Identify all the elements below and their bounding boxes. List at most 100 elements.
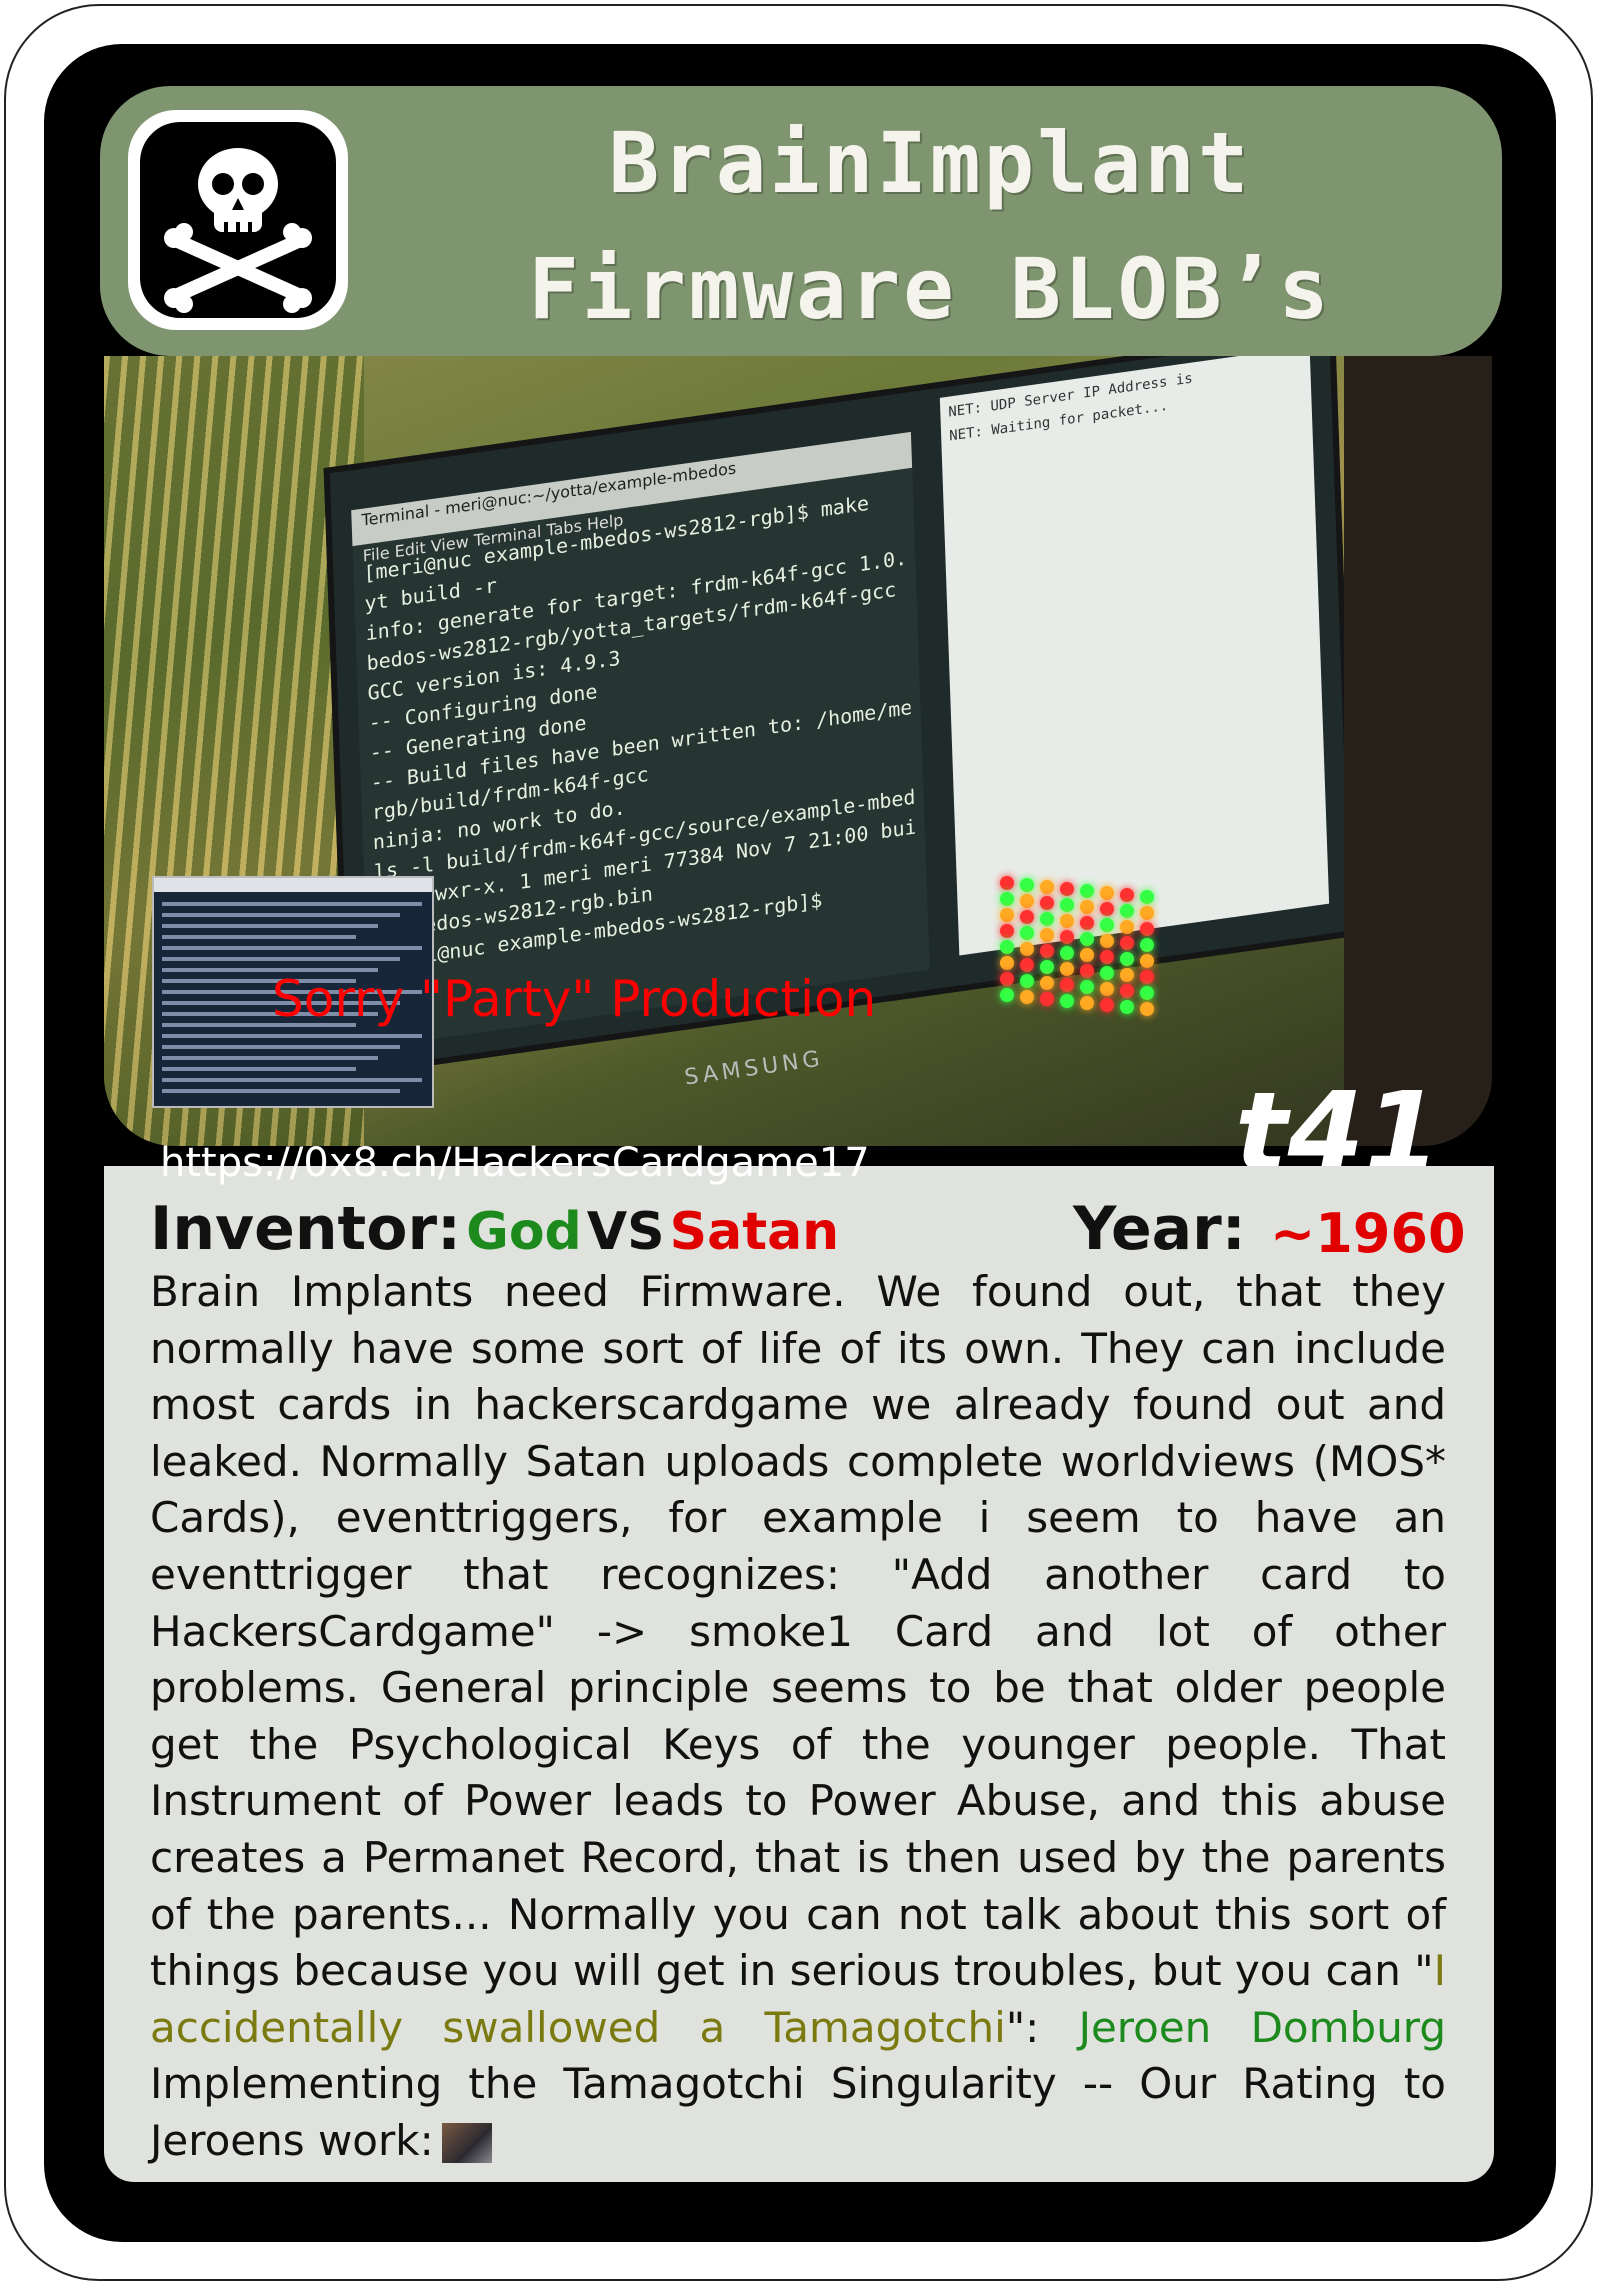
led-light — [1060, 882, 1074, 896]
led-light — [1080, 884, 1094, 898]
led-light — [1080, 900, 1094, 914]
jeroen-link[interactable]: Jeroen Domburg — [1078, 2002, 1446, 2052]
mini-text-line — [162, 913, 400, 917]
mini-text-line — [162, 946, 422, 950]
mini-text-line — [162, 924, 378, 928]
side-window: NET: UDP Server IP Address is NET: Waiti… — [939, 356, 1330, 956]
led-matrix — [980, 876, 1210, 1016]
led-light — [1100, 982, 1114, 996]
led-light — [1080, 932, 1094, 946]
led-light — [1060, 978, 1074, 992]
mini-text-line — [162, 990, 422, 994]
led-light — [1140, 986, 1154, 1000]
led-light — [1040, 960, 1054, 974]
led-light — [1120, 1000, 1134, 1014]
led-light — [1040, 928, 1054, 942]
led-light — [1140, 906, 1154, 920]
inventor-satan: Satan — [669, 1202, 840, 1262]
title-line-1: BrainImplant — [608, 114, 1252, 212]
rating-thumbnail-image[interactable] — [441, 2123, 492, 2164]
led-light — [1020, 958, 1034, 972]
led-light — [1120, 888, 1134, 902]
led-light — [1060, 962, 1074, 976]
mini-text-line — [162, 935, 356, 939]
mini-text-line — [162, 968, 378, 972]
led-light — [1100, 886, 1114, 900]
led-light — [1020, 926, 1034, 940]
mini-text-line — [162, 1067, 356, 1071]
led-light — [1020, 990, 1034, 1004]
led-light — [1140, 938, 1154, 952]
inventor-label: Inventor: — [150, 1194, 462, 1264]
year-label: Year: — [1073, 1194, 1246, 1264]
mini-text-line — [162, 1078, 422, 1082]
led-light — [1020, 942, 1034, 956]
year-value: ~1960 — [1270, 1202, 1466, 1265]
led-light — [1000, 940, 1014, 954]
title-line-2: Firmware BLOB’s — [528, 240, 1332, 338]
mini-text-line — [162, 1056, 378, 1060]
equipment-rack — [1344, 356, 1492, 1146]
led-light — [1000, 956, 1014, 970]
body-panel — [104, 1166, 1494, 2182]
led-light — [1100, 934, 1114, 948]
led-light — [1120, 936, 1134, 950]
led-light — [1100, 918, 1114, 932]
led-light — [1040, 880, 1054, 894]
led-light — [1000, 924, 1014, 938]
led-light — [1020, 910, 1034, 924]
led-light — [1080, 964, 1094, 978]
led-light — [1140, 922, 1154, 936]
led-light — [1140, 954, 1154, 968]
skull-crossbones-icon — [140, 122, 336, 318]
led-light — [1040, 944, 1054, 958]
led-light — [1080, 980, 1094, 994]
led-light — [1080, 996, 1094, 1010]
mini-text-line — [162, 902, 422, 906]
mini-text-line — [162, 957, 400, 961]
led-light — [1000, 972, 1014, 986]
led-light — [1020, 974, 1034, 988]
led-light — [1060, 994, 1074, 1008]
led-light — [1120, 968, 1134, 982]
led-light — [1140, 970, 1154, 984]
mini-text-line — [162, 1012, 378, 1016]
led-light — [1040, 896, 1054, 910]
led-light — [1060, 914, 1074, 928]
led-light — [1100, 966, 1114, 980]
description-text-1: Brain Implants need Firmware. We found o… — [150, 1267, 1446, 1996]
card-url-link[interactable]: https://0x8.ch/HackersCardgame17 — [160, 1140, 870, 1186]
info-row: Inventor: God VS Satan Year: ~1960 — [150, 1194, 1490, 1265]
led-light — [1040, 912, 1054, 926]
mini-text-line — [162, 1034, 422, 1038]
terminal-output: [meri@nuc example-mbedos-ws2812-rgb]$ ma… — [363, 483, 917, 977]
card-title: BrainImplant Firmware BLOB’s — [380, 100, 1480, 352]
mini-text-line — [162, 1089, 400, 1093]
led-light — [1080, 916, 1094, 930]
led-light — [1060, 946, 1074, 960]
tamagotchi-link[interactable]: I accidentally swallowed a Tamagotchi — [150, 1946, 1446, 2052]
led-light — [1060, 898, 1074, 912]
led-light — [1040, 976, 1054, 990]
led-light — [1100, 950, 1114, 964]
description-text-2: ": — [1005, 2002, 1079, 2052]
led-light — [1140, 890, 1154, 904]
mini-text-line — [162, 1023, 356, 1027]
led-light — [1020, 878, 1034, 892]
card-description: Brain Implants need Firmware. We found o… — [150, 1264, 1446, 2170]
mini-screenshot — [152, 876, 434, 1108]
inventor-god: God — [466, 1202, 582, 1262]
led-light — [1040, 992, 1054, 1006]
led-light — [1020, 894, 1034, 908]
led-light — [1120, 984, 1134, 998]
led-light — [1120, 904, 1134, 918]
description-text-3: Implementing the Tamagotchi Singularity … — [150, 2059, 1446, 2165]
led-light — [1000, 892, 1014, 906]
led-light — [1120, 952, 1134, 966]
led-light — [1080, 948, 1094, 962]
led-light — [1060, 930, 1074, 944]
overlay-production-text: Sorry "Party" Production — [272, 970, 877, 1028]
led-light — [1000, 876, 1014, 890]
inventor-vs: VS — [586, 1202, 665, 1262]
skull-badge — [128, 110, 348, 330]
